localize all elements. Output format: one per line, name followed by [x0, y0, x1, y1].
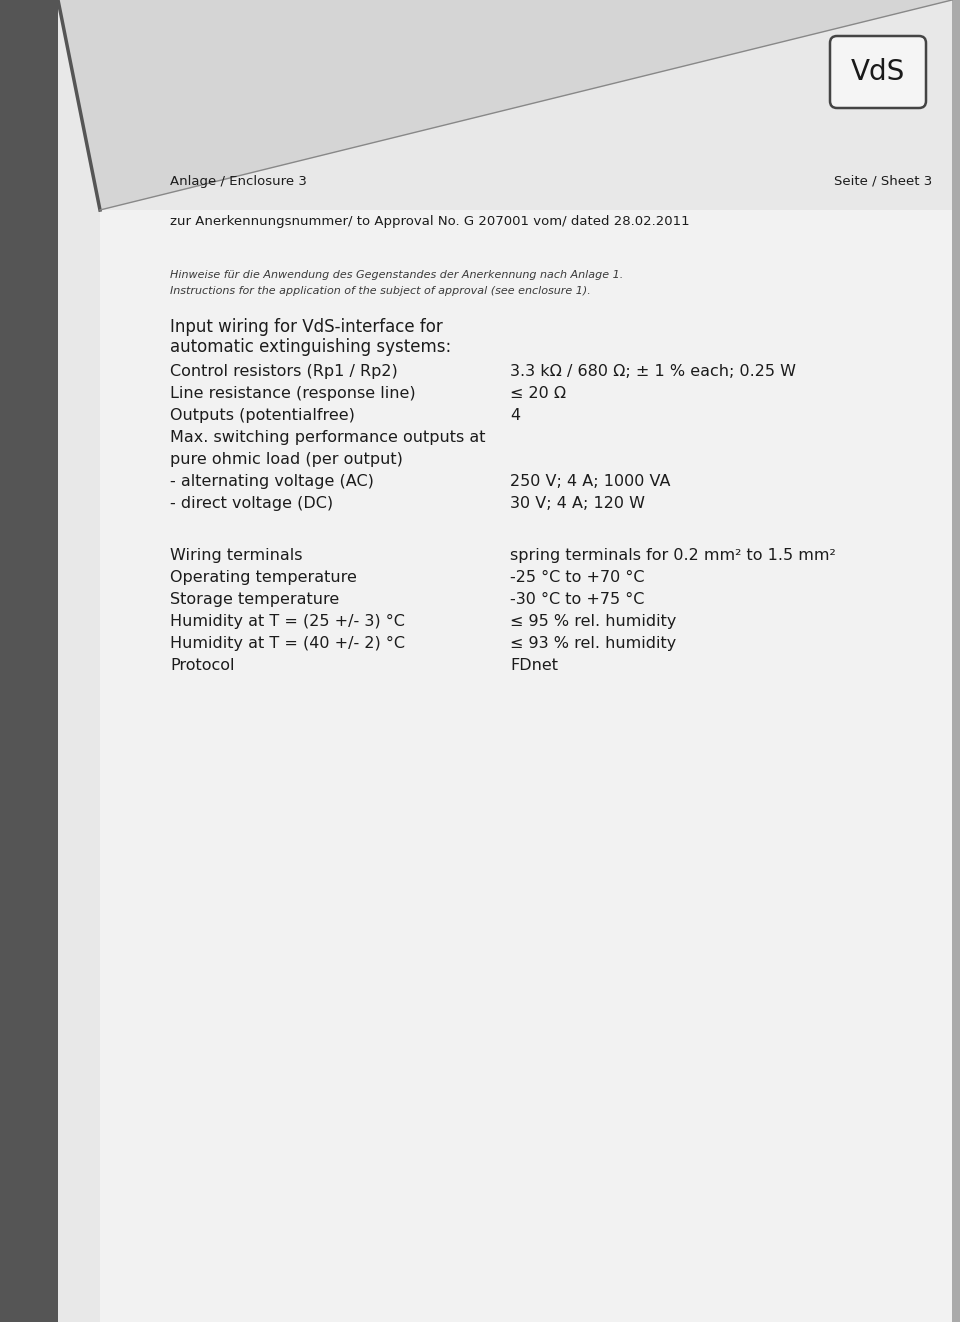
Text: Max. switching performance outputs at: Max. switching performance outputs at: [170, 430, 486, 446]
Text: Control resistors (Rp1 / Rp2): Control resistors (Rp1 / Rp2): [170, 364, 397, 379]
Text: FDnet: FDnet: [510, 658, 558, 673]
Bar: [100, 210, 952, 1322]
Bar: [0, 0, 58, 1322]
Text: -25 °C to +70 °C: -25 °C to +70 °C: [510, 570, 644, 586]
Text: Humidity at T = (40 +/- 2) °C: Humidity at T = (40 +/- 2) °C: [170, 636, 405, 650]
Text: Input wiring for VdS-interface for: Input wiring for VdS-interface for: [170, 319, 443, 336]
Text: Humidity at T = (25 +/- 3) °C: Humidity at T = (25 +/- 3) °C: [170, 613, 405, 629]
Text: 250 V; 4 A; 1000 VA: 250 V; 4 A; 1000 VA: [510, 475, 670, 489]
Polygon shape: [58, 0, 952, 210]
Polygon shape: [58, 0, 952, 210]
Text: Protocol: Protocol: [170, 658, 234, 673]
Text: 30 V; 4 A; 120 W: 30 V; 4 A; 120 W: [510, 496, 645, 512]
Text: Anlage / Enclosure 3: Anlage / Enclosure 3: [170, 175, 307, 188]
Text: Storage temperature: Storage temperature: [170, 592, 339, 607]
Text: Hinweise für die Anwendung des Gegenstandes der Anerkennung nach Anlage 1.: Hinweise für die Anwendung des Gegenstan…: [170, 270, 623, 280]
Text: Wiring terminals: Wiring terminals: [170, 549, 302, 563]
Text: 4: 4: [510, 408, 520, 423]
Text: - alternating voltage (AC): - alternating voltage (AC): [170, 475, 373, 489]
Text: -30 °C to +75 °C: -30 °C to +75 °C: [510, 592, 644, 607]
FancyBboxPatch shape: [830, 36, 926, 108]
Text: ≤ 95 % rel. humidity: ≤ 95 % rel. humidity: [510, 613, 677, 629]
Text: VdS: VdS: [851, 58, 905, 86]
Text: automatic extinguishing systems:: automatic extinguishing systems:: [170, 338, 451, 356]
Text: Outputs (potentialfree): Outputs (potentialfree): [170, 408, 355, 423]
Text: zur Anerkennungsnummer/ to Approval No. G 207001 vom/ dated 28.02.2011: zur Anerkennungsnummer/ to Approval No. …: [170, 215, 689, 227]
Text: Operating temperature: Operating temperature: [170, 570, 357, 586]
Text: ≤ 93 % rel. humidity: ≤ 93 % rel. humidity: [510, 636, 676, 650]
Text: - direct voltage (DC): - direct voltage (DC): [170, 496, 333, 512]
Text: pure ohmic load (per output): pure ohmic load (per output): [170, 452, 403, 467]
Text: 3.3 kΩ / 680 Ω; ± 1 % each; 0.25 W: 3.3 kΩ / 680 Ω; ± 1 % each; 0.25 W: [510, 364, 796, 379]
Text: Seite / Sheet 3: Seite / Sheet 3: [833, 175, 932, 188]
Text: Instructions for the application of the subject of approval (see enclosure 1).: Instructions for the application of the …: [170, 286, 590, 296]
Text: ≤ 20 Ω: ≤ 20 Ω: [510, 386, 566, 401]
Text: spring terminals for 0.2 mm² to 1.5 mm²: spring terminals for 0.2 mm² to 1.5 mm²: [510, 549, 836, 563]
Text: Line resistance (response line): Line resistance (response line): [170, 386, 416, 401]
